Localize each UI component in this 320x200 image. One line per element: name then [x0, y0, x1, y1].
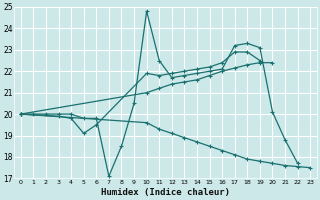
X-axis label: Humidex (Indice chaleur): Humidex (Indice chaleur)	[101, 188, 230, 197]
